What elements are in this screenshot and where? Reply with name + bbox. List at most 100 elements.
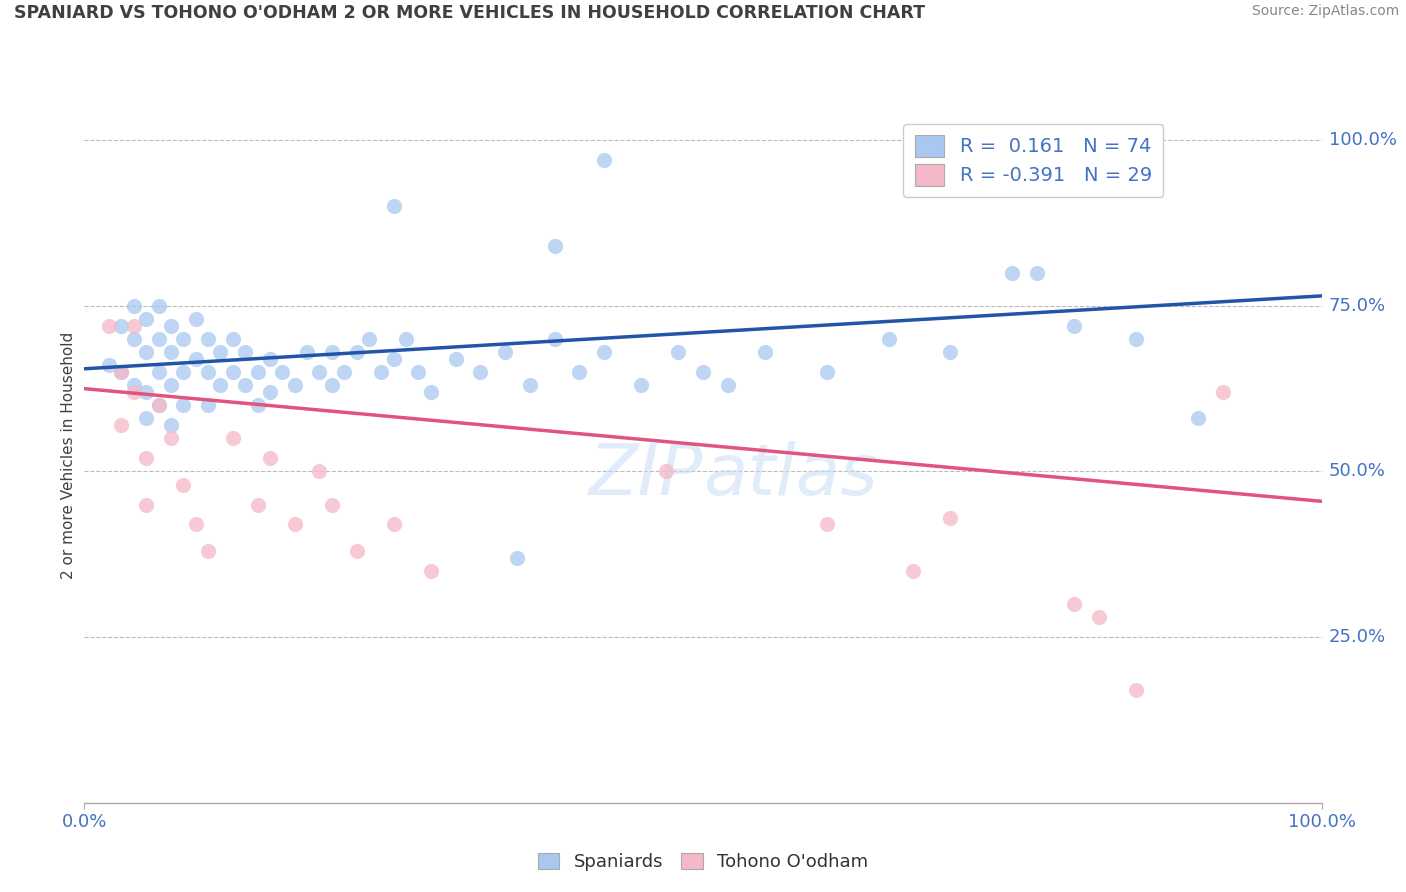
- Point: [321, 378, 343, 392]
- Point: [1026, 266, 1049, 280]
- Point: [184, 312, 207, 326]
- Point: [172, 332, 194, 346]
- Point: [197, 365, 219, 379]
- Point: [903, 564, 925, 578]
- Point: [1063, 318, 1085, 333]
- Point: [148, 365, 170, 379]
- Point: [593, 345, 616, 359]
- Point: [110, 365, 132, 379]
- Point: [717, 378, 740, 392]
- Point: [333, 365, 356, 379]
- Point: [233, 345, 256, 359]
- Point: [197, 332, 219, 346]
- Point: [494, 345, 516, 359]
- Point: [506, 550, 529, 565]
- Point: [122, 384, 145, 399]
- Point: [321, 345, 343, 359]
- Point: [160, 345, 183, 359]
- Point: [110, 318, 132, 333]
- Point: [1088, 610, 1111, 624]
- Point: [408, 365, 430, 379]
- Point: [346, 544, 368, 558]
- Text: atlas: atlas: [703, 442, 877, 510]
- Point: [122, 332, 145, 346]
- Point: [815, 517, 838, 532]
- Point: [135, 498, 157, 512]
- Point: [184, 517, 207, 532]
- Point: [519, 378, 541, 392]
- Point: [160, 418, 183, 433]
- Point: [568, 365, 591, 379]
- Point: [148, 398, 170, 412]
- Point: [666, 345, 689, 359]
- Point: [172, 477, 194, 491]
- Point: [122, 318, 145, 333]
- Point: [939, 511, 962, 525]
- Text: SPANIARD VS TOHONO O'ODHAM 2 OR MORE VEHICLES IN HOUSEHOLD CORRELATION CHART: SPANIARD VS TOHONO O'ODHAM 2 OR MORE VEH…: [14, 4, 925, 22]
- Point: [308, 365, 330, 379]
- Point: [284, 378, 307, 392]
- Point: [655, 465, 678, 479]
- Point: [135, 384, 157, 399]
- Point: [1212, 384, 1234, 399]
- Point: [1187, 411, 1209, 425]
- Point: [246, 365, 269, 379]
- Point: [197, 398, 219, 412]
- Point: [135, 345, 157, 359]
- Text: Source: ZipAtlas.com: Source: ZipAtlas.com: [1251, 4, 1399, 19]
- Point: [1125, 683, 1147, 698]
- Text: 75.0%: 75.0%: [1329, 297, 1386, 315]
- Point: [382, 351, 405, 366]
- Point: [1063, 597, 1085, 611]
- Point: [172, 398, 194, 412]
- Point: [135, 312, 157, 326]
- Text: ZIP: ZIP: [589, 442, 703, 510]
- Text: 25.0%: 25.0%: [1329, 628, 1386, 646]
- Point: [148, 398, 170, 412]
- Point: [98, 318, 121, 333]
- Point: [470, 365, 492, 379]
- Point: [110, 365, 132, 379]
- Point: [160, 378, 183, 392]
- Point: [259, 451, 281, 466]
- Point: [419, 564, 441, 578]
- Point: [222, 332, 245, 346]
- Point: [184, 351, 207, 366]
- Point: [321, 498, 343, 512]
- Point: [233, 378, 256, 392]
- Point: [815, 365, 838, 379]
- Point: [160, 318, 183, 333]
- Point: [271, 365, 294, 379]
- Legend: R =  0.161   N = 74, R = -0.391   N = 29: R = 0.161 N = 74, R = -0.391 N = 29: [903, 124, 1163, 197]
- Point: [543, 239, 565, 253]
- Point: [877, 332, 900, 346]
- Point: [692, 365, 714, 379]
- Point: [939, 345, 962, 359]
- Point: [110, 418, 132, 433]
- Point: [259, 384, 281, 399]
- Legend: Spaniards, Tohono O'odham: Spaniards, Tohono O'odham: [530, 846, 876, 879]
- Point: [148, 332, 170, 346]
- Point: [135, 451, 157, 466]
- Point: [148, 299, 170, 313]
- Point: [295, 345, 318, 359]
- Point: [1125, 332, 1147, 346]
- Point: [630, 378, 652, 392]
- Point: [197, 544, 219, 558]
- Point: [370, 365, 392, 379]
- Point: [222, 431, 245, 445]
- Point: [122, 299, 145, 313]
- Point: [419, 384, 441, 399]
- Point: [209, 378, 232, 392]
- Point: [246, 498, 269, 512]
- Point: [593, 153, 616, 167]
- Y-axis label: 2 or more Vehicles in Household: 2 or more Vehicles in Household: [60, 331, 76, 579]
- Point: [122, 378, 145, 392]
- Text: 50.0%: 50.0%: [1329, 462, 1385, 481]
- Point: [284, 517, 307, 532]
- Point: [382, 199, 405, 213]
- Point: [1001, 266, 1024, 280]
- Point: [395, 332, 418, 346]
- Point: [754, 345, 776, 359]
- Point: [246, 398, 269, 412]
